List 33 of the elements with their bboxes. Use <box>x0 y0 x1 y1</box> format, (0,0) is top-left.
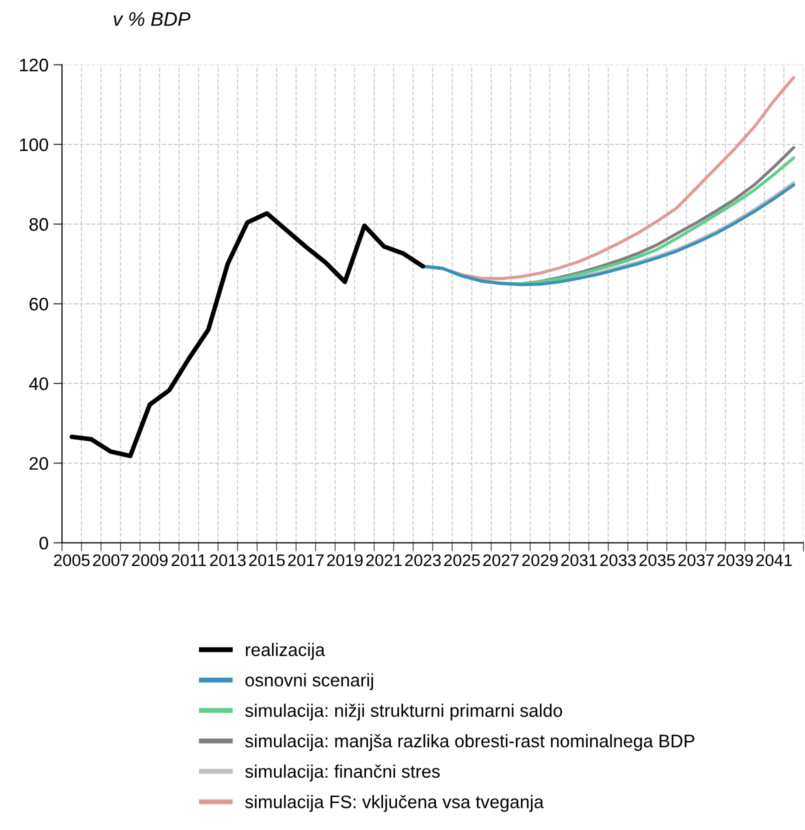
y-tick-label: 100 <box>20 138 48 152</box>
x-tick-label: 2011 <box>172 554 206 566</box>
y-tick-label: 20 <box>30 457 48 470</box>
x-tick-label: 2021 <box>366 554 402 566</box>
x-tick-label: 2035 <box>639 554 675 566</box>
legend-label: simulacija: nižji strukturni primarni saldo <box>245 704 562 721</box>
legend-label: osnovni scenarij <box>245 673 373 690</box>
x-tick-label: 2039 <box>717 554 753 566</box>
x-tick-label: 2033 <box>600 554 636 566</box>
x-tick-label: 2025 <box>444 554 480 566</box>
x-tick-label: 2013 <box>210 554 246 566</box>
legend-label: realizacija <box>246 642 326 660</box>
x-tick-label: 2027 <box>483 554 519 566</box>
legend-label: simulacija FS: vključena vsa tveganja <box>245 794 544 812</box>
x-tick-label: 2029 <box>522 554 558 566</box>
x-tick-label: 2007 <box>93 554 128 566</box>
y-tick-label: 80 <box>29 218 48 231</box>
x-tick-label: 2017 <box>288 554 324 566</box>
x-tick-label: 2005 <box>54 554 90 566</box>
x-tick-label: 2009 <box>132 554 168 566</box>
y-tick-label: 0 <box>39 536 48 550</box>
x-tick-label: 2015 <box>249 554 285 566</box>
y-axis-title: v % BDP <box>114 12 190 26</box>
y-tick-label: 40 <box>29 377 48 390</box>
x-tick-label: 2019 <box>327 554 363 566</box>
x-tick-label: 2041 <box>756 554 792 566</box>
y-tick-label: 120 <box>20 58 48 72</box>
legend-label: simulacija: manjša razlika obresti-rast nominalnega BDP <box>245 734 694 751</box>
legend-label: simulacija: finančni stres <box>245 764 440 782</box>
y-tick-label: 60 <box>30 298 48 310</box>
x-tick-label: 2031 <box>561 554 597 566</box>
x-tick-label: 2037 <box>678 554 714 566</box>
x-tick-label: 2023 <box>405 554 441 566</box>
